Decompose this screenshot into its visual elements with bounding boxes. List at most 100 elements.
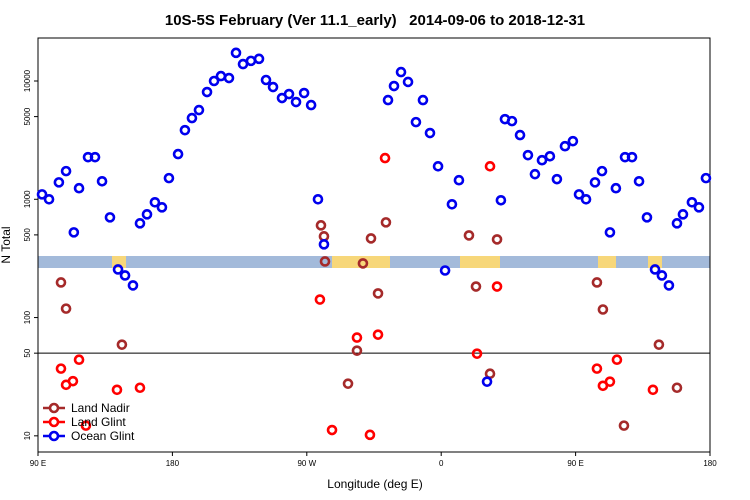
point	[580, 193, 592, 205]
map-strip	[38, 256, 710, 268]
point	[559, 140, 571, 152]
land-strip	[648, 256, 662, 268]
x-tick-label: 90 E	[30, 459, 46, 468]
land-strip	[460, 256, 500, 268]
point	[186, 112, 198, 124]
point	[43, 193, 55, 205]
point	[351, 345, 363, 356]
point	[641, 212, 653, 223]
x-tick-label: 90 W	[297, 459, 316, 468]
point	[223, 72, 235, 84]
point	[470, 281, 482, 292]
y-axis-label: N Total	[0, 226, 13, 263]
point	[68, 227, 80, 238]
point	[656, 270, 668, 281]
point	[253, 53, 265, 65]
legend-label: Land Glint	[71, 415, 126, 429]
point	[424, 127, 436, 139]
y-tick-label: 500	[23, 228, 32, 242]
point	[53, 177, 65, 188]
point	[402, 76, 414, 88]
x-tick-label: 180	[703, 459, 717, 468]
point	[372, 288, 384, 299]
point	[604, 227, 616, 238]
point	[365, 233, 377, 244]
point	[597, 304, 609, 315]
plot-frame	[37, 37, 711, 453]
point	[463, 230, 475, 241]
point	[67, 375, 79, 387]
point	[484, 161, 496, 172]
point	[364, 429, 376, 441]
point	[573, 189, 585, 200]
point	[96, 175, 108, 187]
point	[529, 168, 541, 180]
point	[522, 149, 534, 161]
point	[36, 189, 48, 200]
point	[372, 329, 384, 340]
point	[201, 86, 213, 98]
point	[417, 94, 429, 106]
point	[495, 194, 507, 206]
point	[649, 264, 661, 275]
point	[611, 354, 623, 366]
point	[119, 270, 131, 281]
point	[283, 88, 295, 100]
point	[677, 209, 689, 220]
point	[491, 234, 503, 245]
point	[55, 363, 67, 374]
point	[471, 348, 483, 359]
point	[208, 75, 220, 87]
point	[305, 99, 317, 111]
point	[388, 80, 400, 92]
point	[127, 280, 139, 291]
point	[380, 217, 392, 228]
point	[596, 165, 608, 177]
x-tick-label: 90 E	[567, 459, 583, 468]
y-tick-label: 100	[23, 310, 32, 324]
y-tick-label: 10	[23, 431, 32, 440]
y-tick-label: 1000	[23, 190, 32, 208]
legend-marker	[48, 416, 60, 428]
y-tick-label: 50	[23, 348, 32, 357]
point	[663, 280, 675, 291]
point	[591, 277, 603, 288]
point	[141, 209, 153, 220]
point	[267, 81, 279, 93]
point	[671, 382, 683, 394]
point	[319, 256, 331, 267]
point	[89, 151, 101, 163]
point	[55, 277, 67, 288]
point	[589, 177, 601, 188]
point	[351, 332, 363, 343]
chart-title: 10S-5S February (Ver 11.1_early) 2014-09…	[165, 12, 585, 29]
point	[342, 378, 354, 389]
point	[60, 165, 72, 177]
point	[506, 115, 518, 127]
point	[290, 96, 302, 108]
point	[453, 174, 465, 186]
legend-label: Ocean Glint	[71, 429, 135, 443]
point	[312, 193, 324, 205]
point	[215, 70, 227, 82]
point	[116, 339, 128, 350]
point	[149, 196, 161, 208]
point	[104, 212, 116, 223]
point	[591, 363, 603, 374]
point	[73, 182, 85, 194]
point	[326, 424, 338, 436]
point	[80, 420, 92, 431]
point	[567, 135, 579, 147]
point	[318, 239, 330, 250]
point	[700, 172, 712, 184]
point	[432, 161, 444, 172]
point	[395, 66, 407, 78]
point	[686, 196, 698, 208]
point	[298, 87, 310, 99]
point	[604, 376, 616, 387]
point	[156, 202, 168, 213]
point	[536, 154, 548, 166]
y-tick-label: 10000	[23, 69, 32, 92]
point	[544, 150, 556, 162]
